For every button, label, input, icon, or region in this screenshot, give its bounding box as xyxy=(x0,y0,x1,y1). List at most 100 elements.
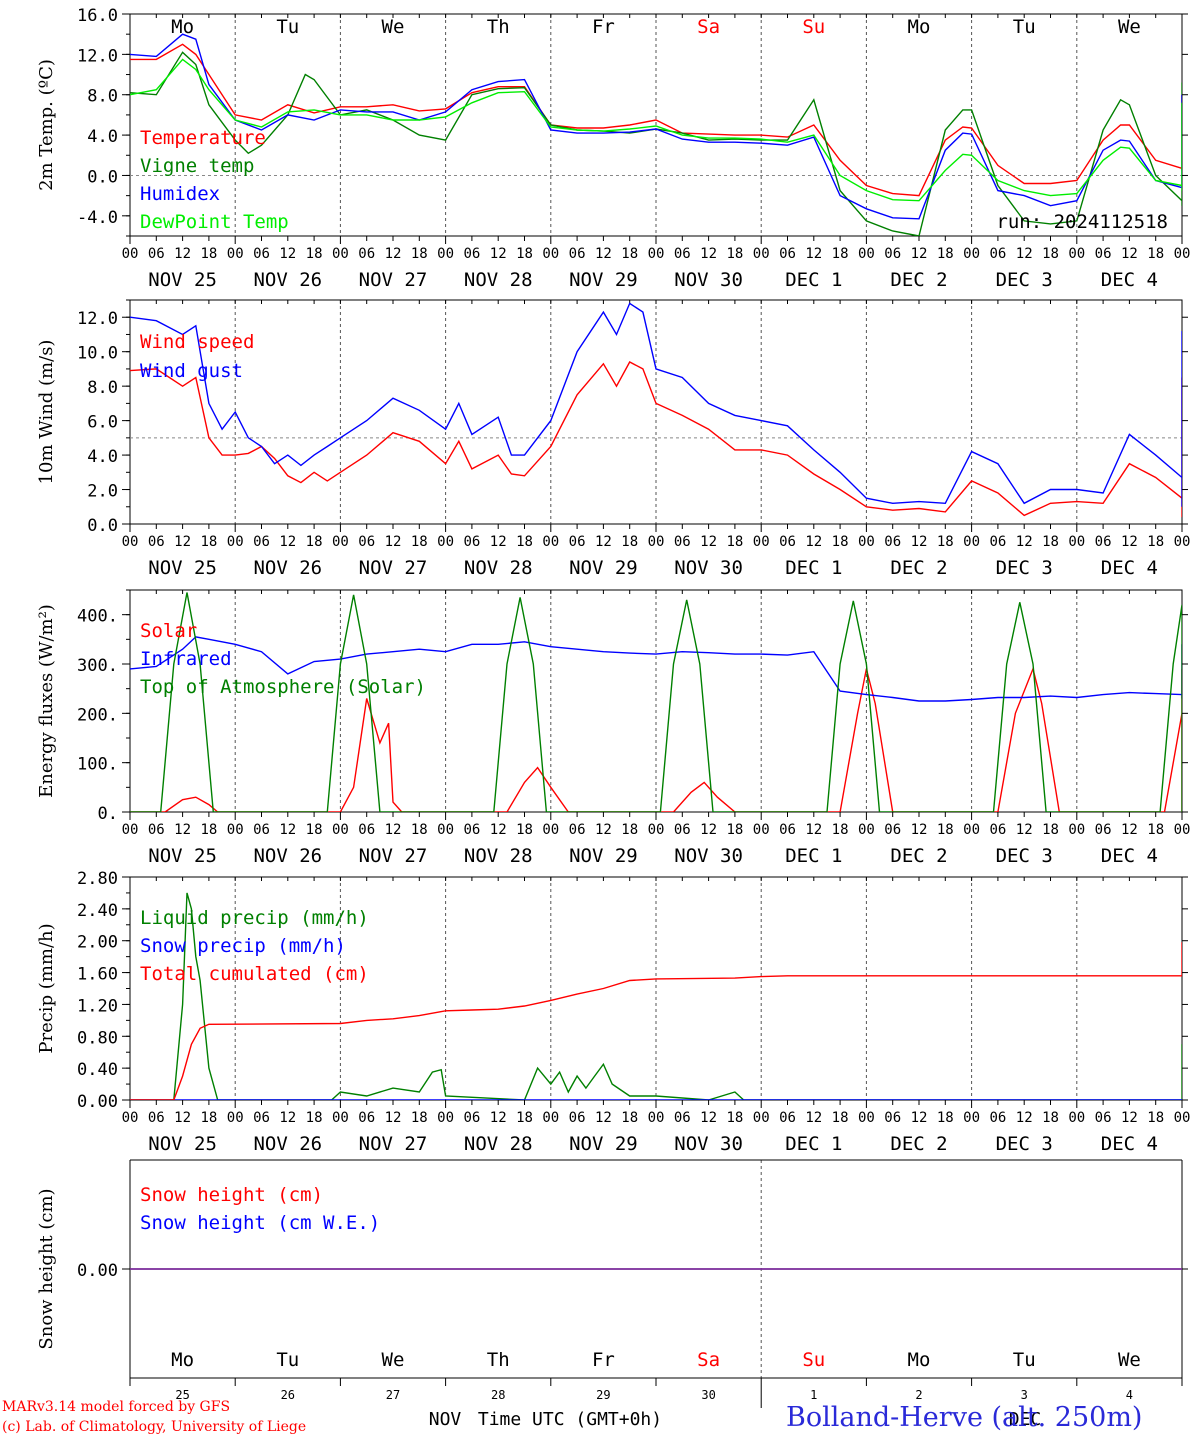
hour-label: 06 xyxy=(569,246,586,262)
hour-label: 18 xyxy=(200,246,217,262)
weekday-label: Su xyxy=(802,16,825,38)
hour-label: 00 xyxy=(1174,246,1191,262)
y-tick-label: 0.00 xyxy=(77,1261,118,1281)
y-tick-label: 6.0 xyxy=(87,413,118,433)
hour-label: 00 xyxy=(1174,1110,1191,1126)
hour-label: 06 xyxy=(674,534,691,550)
y-tick-label: 2.80 xyxy=(77,869,118,889)
hour-label: 12 xyxy=(279,1110,296,1126)
footer-lab: (c) Lab. of Climatology, University of L… xyxy=(2,1419,307,1435)
hour-label: 00 xyxy=(753,534,770,550)
weekday-label: Th xyxy=(487,16,510,38)
legend-entry: Wind speed xyxy=(140,331,254,353)
date-label: NOV 28 xyxy=(464,269,533,291)
legend-entry: Snow height (cm) xyxy=(140,1184,323,1206)
day-number: 29 xyxy=(596,1388,610,1402)
hour-label: 00 xyxy=(122,1110,139,1126)
hour-label: 12 xyxy=(595,534,612,550)
series-line-2 xyxy=(130,51,1182,236)
hour-label: 00 xyxy=(753,822,770,838)
time-axis-title: Time UTC (GMT+0h) xyxy=(478,1409,662,1430)
date-label: NOV 30 xyxy=(674,845,743,867)
date-label: DEC 1 xyxy=(785,845,842,867)
hour-label: 18 xyxy=(937,822,954,838)
date-label: NOV 28 xyxy=(464,845,533,867)
date-label: NOV 30 xyxy=(674,269,743,291)
hour-label: 00 xyxy=(332,1110,349,1126)
hour-label: 00 xyxy=(858,534,875,550)
hour-label: 12 xyxy=(911,822,928,838)
date-label: NOV 26 xyxy=(253,557,322,579)
station-title: Bolland-Herve (alt. 250m) xyxy=(786,1402,1143,1433)
weekday-label: Th xyxy=(487,1349,510,1371)
hour-label: 12 xyxy=(1016,246,1033,262)
hour-label: 06 xyxy=(884,822,901,838)
hour-label: 00 xyxy=(858,246,875,262)
date-label: NOV 30 xyxy=(674,1133,743,1155)
hour-label: 00 xyxy=(122,822,139,838)
day-number: 27 xyxy=(386,1388,400,1402)
hour-label: 12 xyxy=(279,246,296,262)
hour-label: 00 xyxy=(648,534,665,550)
y-tick-label: 0. xyxy=(98,804,118,824)
hour-label: 06 xyxy=(779,246,796,262)
hour-label: 12 xyxy=(1121,246,1138,262)
hour-label: 12 xyxy=(490,534,507,550)
hour-label: 12 xyxy=(174,1110,191,1126)
hour-label: 00 xyxy=(963,534,980,550)
hour-label: 12 xyxy=(174,246,191,262)
hour-label: 00 xyxy=(648,822,665,838)
hour-label: 06 xyxy=(358,534,375,550)
weekday-label: Tu xyxy=(276,1349,299,1371)
hour-label: 12 xyxy=(1121,1110,1138,1126)
hour-label: 00 xyxy=(753,246,770,262)
date-label: NOV 27 xyxy=(359,557,428,579)
hour-label: 06 xyxy=(253,822,270,838)
hour-label: 06 xyxy=(148,246,165,262)
hour-label: 12 xyxy=(174,534,191,550)
hour-label: 06 xyxy=(779,534,796,550)
hour-label: 18 xyxy=(621,534,638,550)
hour-label: 06 xyxy=(779,822,796,838)
panel-1: 2m Temp. (ºC) xyxy=(36,13,1188,244)
hour-label: 00 xyxy=(332,822,349,838)
hour-label: 12 xyxy=(700,246,717,262)
hour-label: 12 xyxy=(1016,534,1033,550)
y-tick-label: 0.00 xyxy=(77,1092,118,1112)
hour-label: 06 xyxy=(148,1110,165,1126)
hour-label: 06 xyxy=(884,534,901,550)
hour-label: 12 xyxy=(385,534,402,550)
y-tick-label: 2.00 xyxy=(77,933,118,953)
legend-entry: Snow height (cm W.E.) xyxy=(140,1212,380,1234)
date-label: NOV 27 xyxy=(359,1133,428,1155)
hour-label: 18 xyxy=(306,1110,323,1126)
day-number: 4 xyxy=(1126,1388,1133,1402)
y-tick-label: 8.0 xyxy=(87,378,118,398)
y-axis-label: 2m Temp. (ºC) xyxy=(36,59,57,191)
hour-label: 06 xyxy=(1095,534,1112,550)
date-label: DEC 4 xyxy=(1101,557,1158,579)
hour-label: 12 xyxy=(490,1110,507,1126)
plot-frame xyxy=(129,299,1183,525)
panel-2: 10m Wind (m/s) xyxy=(36,299,1188,532)
hour-label: 18 xyxy=(1147,822,1164,838)
y-tick-label: 1.60 xyxy=(77,965,118,985)
hour-label: 06 xyxy=(463,246,480,262)
weekday-label: We xyxy=(1118,16,1141,38)
y-tick-label: 0.40 xyxy=(77,1060,118,1080)
day-number: 2 xyxy=(915,1388,922,1402)
hour-label: 18 xyxy=(1147,534,1164,550)
legend-entry: Vigne temp xyxy=(140,155,254,177)
hour-label: 06 xyxy=(148,822,165,838)
hour-label: 06 xyxy=(989,534,1006,550)
hour-label: 18 xyxy=(937,246,954,262)
hour-label: 12 xyxy=(1016,1110,1033,1126)
hour-label: 00 xyxy=(227,1110,244,1126)
hour-label: 18 xyxy=(621,1110,638,1126)
date-label: NOV 26 xyxy=(253,845,322,867)
hour-label: 06 xyxy=(463,534,480,550)
y-axis-label: Snow height (cm) xyxy=(36,1188,57,1349)
hour-label: 06 xyxy=(253,1110,270,1126)
hour-label: 18 xyxy=(832,246,849,262)
hour-label: 18 xyxy=(937,534,954,550)
